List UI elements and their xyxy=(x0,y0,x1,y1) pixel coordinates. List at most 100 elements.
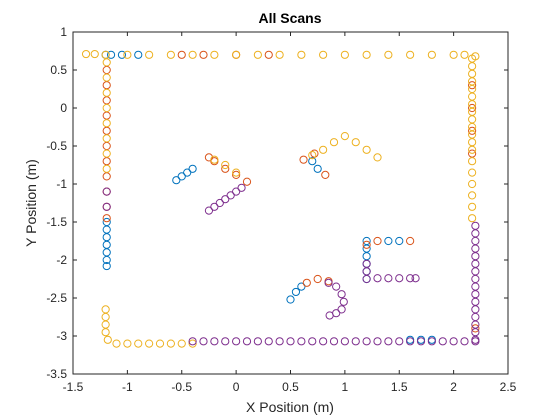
y-axis-label: Y Position (m) xyxy=(23,159,39,247)
data-point xyxy=(468,103,477,113)
data-point xyxy=(321,170,330,179)
data-point xyxy=(183,168,192,177)
data-point xyxy=(468,214,477,223)
data-point xyxy=(384,274,393,283)
y-tick-label: -0.5 xyxy=(46,139,67,153)
x-tick-label: -0.5 xyxy=(171,380,192,394)
data-point xyxy=(102,149,111,158)
data-point xyxy=(101,50,110,59)
data-point xyxy=(275,337,284,346)
data-point xyxy=(210,202,219,211)
x-tick-label: 1 xyxy=(342,380,349,394)
data-point xyxy=(395,236,404,246)
data-point xyxy=(468,168,477,177)
data-point xyxy=(102,58,111,67)
data-point xyxy=(362,274,371,284)
y-tick-label: -3 xyxy=(56,329,67,343)
y-tick-label: -3.5 xyxy=(46,367,67,381)
data-point xyxy=(210,337,219,346)
data-point xyxy=(215,198,224,208)
data-point xyxy=(237,183,246,192)
data-point xyxy=(226,191,235,200)
x-tick-label: -1.5 xyxy=(63,380,84,394)
data-point xyxy=(102,255,111,265)
data-point xyxy=(221,337,230,346)
data-point xyxy=(188,337,197,346)
data-point xyxy=(384,236,393,246)
data-point xyxy=(395,337,404,346)
y-tick-label: -1 xyxy=(56,177,67,191)
data-point xyxy=(297,282,306,291)
data-point xyxy=(411,274,420,283)
y-tick-label: 0 xyxy=(60,101,67,115)
data-point xyxy=(325,311,334,320)
data-point xyxy=(102,202,111,211)
data-point xyxy=(264,337,273,346)
data-point xyxy=(468,157,477,166)
data-point xyxy=(308,337,317,346)
data-point xyxy=(117,50,127,59)
data-point xyxy=(468,191,477,200)
data-point xyxy=(310,149,319,158)
data-point xyxy=(319,50,328,59)
data-point xyxy=(406,274,415,283)
data-point xyxy=(313,274,322,284)
data-point xyxy=(362,145,371,154)
data-point xyxy=(221,164,230,173)
data-point xyxy=(102,103,111,113)
data-point xyxy=(373,274,382,283)
data-point xyxy=(102,88,111,97)
data-point xyxy=(468,179,477,189)
data-point xyxy=(103,335,112,344)
data-point xyxy=(221,160,230,170)
data-point xyxy=(155,339,165,348)
data-point xyxy=(221,195,230,204)
data-point xyxy=(102,214,111,223)
data-point xyxy=(134,339,143,348)
data-point xyxy=(468,145,477,154)
data-point xyxy=(204,153,214,162)
data-point xyxy=(449,50,458,59)
data-point xyxy=(199,337,208,346)
data-point xyxy=(302,278,311,287)
data-point xyxy=(329,337,339,346)
data-point xyxy=(395,274,404,283)
data-point xyxy=(102,187,111,196)
y-tick-label: -2.5 xyxy=(46,291,67,305)
data-point xyxy=(112,339,121,348)
data-point xyxy=(145,339,154,348)
data-point xyxy=(329,138,339,147)
data-point xyxy=(101,328,110,337)
x-tick-label: 2.5 xyxy=(500,380,517,394)
data-point xyxy=(253,50,262,59)
data-point xyxy=(199,50,208,59)
data-point xyxy=(340,132,349,141)
data-point xyxy=(332,282,341,291)
data-point xyxy=(188,339,197,348)
data-point xyxy=(188,164,197,173)
data-point xyxy=(362,337,371,346)
data-point xyxy=(471,335,480,344)
x-tick-label: 0.5 xyxy=(282,380,299,394)
data-point xyxy=(427,50,436,59)
series-4 xyxy=(102,183,480,346)
data-point xyxy=(337,290,346,299)
data-point xyxy=(177,50,186,59)
data-point xyxy=(232,337,241,346)
data-point xyxy=(319,145,328,154)
x-tick-label: 1.5 xyxy=(391,380,408,394)
data-point xyxy=(460,50,469,59)
data-point xyxy=(232,168,241,177)
data-point xyxy=(232,170,241,179)
data-point xyxy=(384,337,393,346)
x-axis-label: X Position (m) xyxy=(246,399,334,415)
data-point xyxy=(204,206,214,215)
data-point xyxy=(242,337,252,346)
data-point xyxy=(188,50,197,59)
data-point xyxy=(308,157,317,166)
y-tick-label: 0.5 xyxy=(50,63,67,77)
data-point xyxy=(253,337,262,346)
data-point xyxy=(406,337,415,346)
data-point xyxy=(351,337,360,346)
data-point xyxy=(81,49,91,59)
